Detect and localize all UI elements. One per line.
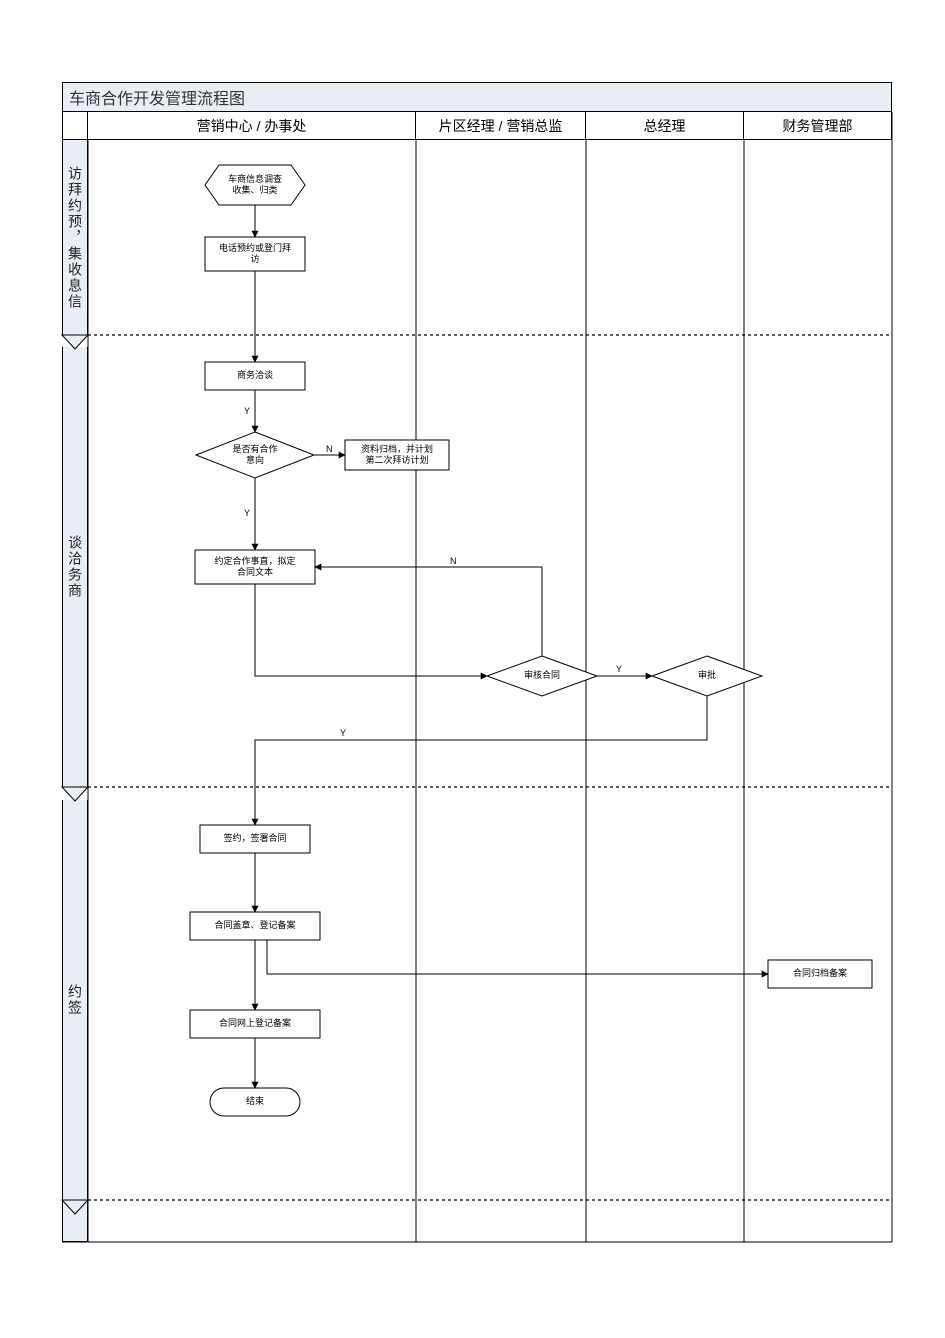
edge-e7-label: Y: [616, 664, 622, 674]
node-n11: 合同网上登记备案: [190, 1010, 320, 1038]
node-n5: 资料归档，并计划 第二次拜访计划: [345, 440, 449, 470]
edge-e5-label: Y: [244, 508, 250, 518]
node-n4: 是否有合作 意向: [196, 432, 314, 478]
edge-e9: [255, 696, 707, 825]
node-n10: 合同盖章、登记备案: [190, 912, 320, 940]
edge-e3-label: Y: [244, 406, 250, 416]
node-n3-label: 商务洽谈: [237, 370, 273, 381]
node-n13-label: 合同归档备案: [793, 968, 847, 979]
node-n10-label: 合同盖章、登记备案: [214, 920, 295, 931]
svg-layer: [0, 0, 945, 1338]
node-n6-label: 约定合作事直，拟定 合同文本: [214, 556, 295, 579]
node-n8: 审批: [652, 656, 762, 696]
node-n1: 车商信息调查 收集、归类: [205, 165, 305, 205]
node-n12: 结束: [210, 1088, 300, 1116]
node-n5-label: 资料归档，并计划 第二次拜访计划: [361, 444, 433, 467]
edge-e9-label: Y: [340, 728, 346, 738]
edge-e6: [255, 584, 487, 676]
node-n7: 审核合同: [487, 656, 597, 696]
node-n3: 商务洽谈: [205, 362, 305, 390]
node-n8-label: 审批: [698, 670, 716, 681]
edge-e8: [315, 567, 542, 656]
node-n9-label: 签约，签署合同: [223, 833, 286, 844]
node-n11-label: 合同网上登记备案: [219, 1018, 291, 1029]
edge-e4-label: N: [326, 444, 333, 454]
flowchart-canvas: 车商合作开发管理流程图 营销中心 / 办事处 片区经理 / 营销总监 总经理 财…: [0, 0, 945, 1338]
edge-e8-label: N: [450, 556, 457, 566]
node-n12-label: 结束: [246, 1096, 264, 1107]
node-n4-label: 是否有合作 意向: [232, 444, 277, 467]
node-n1-label: 车商信息调查 收集、归类: [228, 174, 282, 197]
node-n9: 签约，签署合同: [200, 825, 310, 853]
edge-e12: [267, 940, 768, 974]
node-n2: 电话预约或登门拜 访: [205, 237, 305, 271]
node-n2-label: 电话预约或登门拜 访: [219, 243, 291, 266]
node-n6: 约定合作事直，拟定 合同文本: [195, 550, 315, 584]
node-n7-label: 审核合同: [524, 670, 560, 681]
node-n13: 合同归档备案: [768, 960, 872, 988]
